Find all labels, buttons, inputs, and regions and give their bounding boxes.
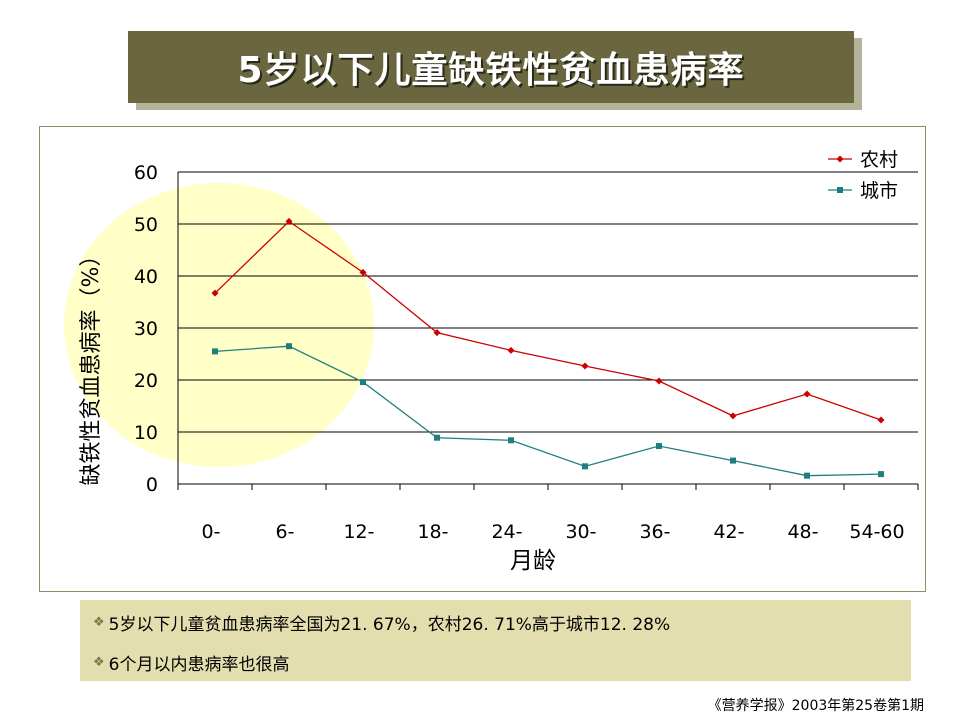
- x-tick-label: 18-: [417, 521, 448, 543]
- x-tick-label: 6-: [276, 521, 295, 543]
- data-point-urban: [212, 348, 218, 355]
- data-point-urban: [730, 457, 736, 464]
- title-banner: 5岁以下儿童缺铁性贫血患病率: [128, 31, 854, 103]
- data-point-urban: [434, 434, 440, 441]
- y-tick-label: 10: [134, 422, 158, 444]
- y-axis-title: 缺铁性贫血患病率（%）: [79, 245, 104, 486]
- chart: 0 10 20 30 40 50 60 0- 6- 12- 18- 24- 30- 36- 42- 48- 54…: [64, 149, 919, 574]
- bullet-icon: ❖: [93, 615, 105, 630]
- note-item: ❖ 6个月以内患病率也很高: [93, 650, 289, 675]
- x-tick-label: 48-: [787, 521, 818, 543]
- x-tick-label: 30-: [565, 521, 596, 543]
- data-point-rural: [211, 289, 219, 297]
- data-point-rural: [729, 412, 737, 420]
- note-item: ❖ 5岁以下儿童贫血患病率全国为21. 67%，农村26. 71%高于城市12.…: [93, 610, 670, 635]
- x-axis-title: 月龄: [510, 548, 556, 574]
- y-tick-label: 40: [134, 266, 158, 288]
- data-point-urban: [656, 443, 662, 450]
- data-point-rural: [803, 390, 811, 398]
- data-point-urban: [360, 379, 366, 386]
- data-point-urban: [286, 343, 292, 350]
- x-tick-label: 42-: [713, 521, 744, 543]
- highlight-ellipse: [64, 183, 374, 467]
- data-point-urban: [508, 437, 514, 444]
- x-tick-label: 0-: [202, 521, 221, 543]
- notes-box: ❖ 5岁以下儿童贫血患病率全国为21. 67%，农村26. 71%高于城市12.…: [80, 600, 911, 681]
- series-line-rural: [214, 220, 882, 421]
- note-text: 5岁以下儿童贫血患病率全国为21. 67%，农村26. 71%高于城市12. 2…: [108, 615, 671, 635]
- x-tick-label: 12-: [343, 521, 374, 543]
- x-tick-label: 36-: [639, 521, 670, 543]
- page-title: 5岁以下儿童缺铁性贫血患病率: [237, 50, 745, 91]
- x-tick-label: 24-: [491, 521, 522, 543]
- legend-marker: [837, 187, 843, 193]
- legend-label: 城市: [860, 180, 898, 202]
- y-tick-label: 30: [134, 318, 158, 340]
- data-point-rural: [655, 377, 663, 385]
- data-point-urban: [878, 471, 884, 478]
- legend-label: 农村: [860, 149, 898, 171]
- y-tick-label: 0: [146, 474, 158, 496]
- data-point-urban: [582, 463, 588, 470]
- source-citation: 《营养学报》2003年第25卷第1期: [707, 698, 924, 714]
- note-text: 6个月以内患病率也很高: [108, 655, 290, 675]
- y-tick-label: 20: [134, 370, 158, 392]
- data-point-rural: [581, 362, 589, 370]
- x-tick-label: 54-60: [849, 521, 904, 543]
- data-point-rural: [507, 346, 515, 354]
- data-point-rural: [877, 416, 885, 424]
- data-point-urban: [804, 472, 810, 479]
- y-tick-label: 50: [134, 214, 158, 236]
- data-point-rural: [433, 329, 441, 337]
- series-line-urban: [214, 345, 882, 477]
- data-point-rural: [359, 268, 367, 276]
- bullet-icon: ❖: [93, 655, 105, 670]
- y-tick-label: 60: [134, 162, 158, 184]
- data-point-rural: [285, 217, 293, 225]
- chart-frame: 0 10 20 30 40 50 60 0- 6- 12- 18- 24- 30- 36- 42- 48- 54…: [39, 126, 926, 592]
- legend-marker: [836, 155, 844, 163]
